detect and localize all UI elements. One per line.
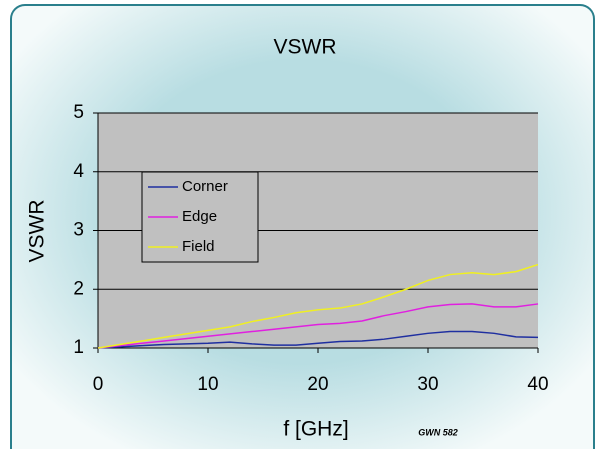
- y-axis-label: VSWR: [26, 200, 49, 263]
- series-line: [97, 303, 539, 349]
- y-tick-label: 1: [73, 337, 84, 358]
- x-tick-label: 10: [197, 374, 218, 395]
- x-tick-label: 30: [417, 374, 438, 395]
- legend-label: Field: [182, 238, 215, 255]
- x-tick-label: 0: [93, 374, 104, 395]
- legend-label: Corner: [182, 178, 228, 195]
- chart-title: VSWR: [274, 36, 337, 59]
- series-line: [97, 330, 539, 349]
- x-axis-label: f [GHz]: [283, 418, 348, 441]
- x-tick-label: 20: [307, 374, 328, 395]
- legend-label: Edge: [182, 208, 217, 225]
- y-tick-label: 3: [73, 220, 84, 241]
- annotation: GWN 582: [418, 427, 458, 437]
- y-tick-label: 2: [73, 278, 84, 299]
- y-tick-label: 5: [73, 102, 84, 123]
- x-tick-label: 40: [527, 374, 548, 395]
- series-line: [97, 263, 539, 349]
- y-tick-label: 4: [73, 161, 84, 182]
